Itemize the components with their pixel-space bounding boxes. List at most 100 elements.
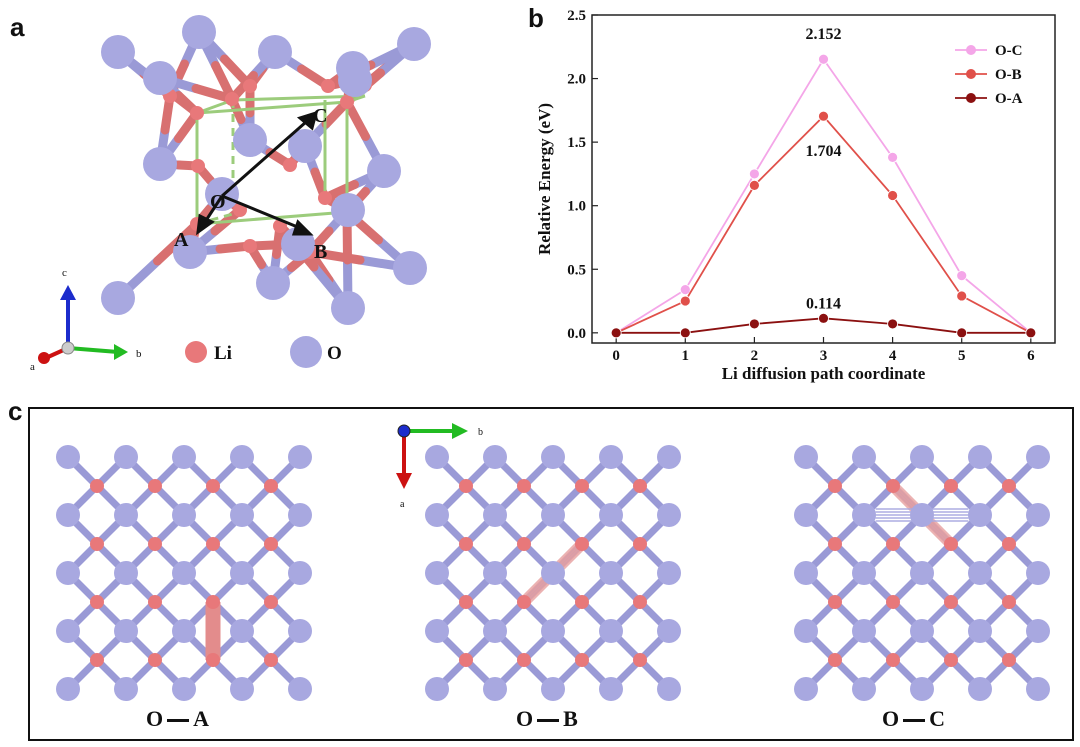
x-axis-ticks: 0 1 2 3 4 5 6 xyxy=(612,337,1035,364)
data-label: 0.114 xyxy=(806,295,841,312)
lattice-o-atom xyxy=(968,445,992,469)
lattice-o-atom xyxy=(657,619,681,643)
lattice-o-atom xyxy=(56,561,80,585)
y-tick-label: 2.0 xyxy=(567,72,586,88)
li-legend-label: Li xyxy=(214,343,232,364)
li-atom xyxy=(243,239,257,253)
lattice-o-atom xyxy=(599,619,623,643)
lattice-o-atom xyxy=(794,503,818,527)
li-atom xyxy=(190,106,204,120)
lattice-o-atom xyxy=(968,619,992,643)
lattice-li-atom xyxy=(828,479,842,493)
lattice-o-atom xyxy=(852,677,876,701)
lattice-o-atom xyxy=(657,503,681,527)
y-tick-label: 1.5 xyxy=(567,135,586,151)
panel-c-frame xyxy=(28,407,1074,741)
lattice-o-atom xyxy=(172,503,196,527)
panel-b-label: b xyxy=(528,3,544,33)
point-a-label: A xyxy=(174,229,189,251)
lattice-li-atom xyxy=(575,595,589,609)
lattice-o-atom xyxy=(599,677,623,701)
x-tick-label: 6 xyxy=(1027,348,1035,364)
lattice-o-atom xyxy=(288,619,312,643)
a-axis-arrowhead xyxy=(396,473,412,489)
data-point-o-b xyxy=(748,179,760,191)
element-legend: Li O xyxy=(185,336,342,368)
lattice-li-atom xyxy=(90,595,104,609)
lattice-li-atom xyxy=(1002,479,1016,493)
lattice-o-atom xyxy=(288,561,312,585)
lattice-o-atom xyxy=(794,561,818,585)
data-point-o-a xyxy=(679,327,691,339)
li-atom xyxy=(233,203,247,217)
panel-a-structure: O A B C c b a Li O xyxy=(30,15,431,373)
lattice-o-atom xyxy=(541,677,565,701)
o-atom xyxy=(288,129,322,163)
o-legend-swatch xyxy=(290,336,322,368)
lattice-o-atom xyxy=(172,619,196,643)
lattice-li-atom xyxy=(264,595,278,609)
li-atom xyxy=(321,79,335,93)
lattice-o-atom xyxy=(483,445,507,469)
lattice-li-atom xyxy=(633,537,647,551)
lattice-li-atom xyxy=(148,479,162,493)
axis-b-label: b xyxy=(136,348,142,360)
li-atom xyxy=(318,191,332,205)
li-legend-swatch xyxy=(185,341,207,363)
lattice-o-atom xyxy=(968,561,992,585)
y-tick-label: 2.5 xyxy=(567,8,586,24)
lattice-o-atom xyxy=(230,561,254,585)
lattice-o-atom xyxy=(114,677,138,701)
lattice-li-atom xyxy=(1002,653,1016,667)
lattice-o-atom xyxy=(114,561,138,585)
a-axis-arrowhead xyxy=(38,352,50,364)
arrow-o-c-head xyxy=(296,110,319,131)
x-tick-label: 3 xyxy=(820,348,828,364)
lattice-o-atom xyxy=(968,503,992,527)
axis-b-label-c: b xyxy=(478,427,483,438)
lattice-li-atom xyxy=(886,653,900,667)
lattice-o-atom xyxy=(230,677,254,701)
axis-a-label: a xyxy=(30,361,35,373)
lattice-li-atom xyxy=(944,653,958,667)
lattice-li-atom xyxy=(148,653,162,667)
y-tick-label: 1.0 xyxy=(567,199,586,215)
data-point-o-a xyxy=(818,312,829,324)
lattice-li-atom xyxy=(459,653,473,667)
data-point-o-c xyxy=(887,151,899,163)
o-atom xyxy=(143,61,177,95)
lattice-li-atom xyxy=(944,479,958,493)
o-atom xyxy=(397,27,431,61)
lattice-o-atom xyxy=(657,677,681,701)
lattice-li-atom xyxy=(1002,537,1016,551)
o-atom xyxy=(205,177,239,211)
lattice-o-atom xyxy=(172,445,196,469)
y-tick-label: 0.0 xyxy=(567,326,586,342)
lattice-o-atom xyxy=(425,677,449,701)
data-point-o-b xyxy=(818,110,829,122)
panel-c-label: c xyxy=(8,396,23,426)
lattice-li-atom xyxy=(459,537,473,551)
lattice-o-b xyxy=(425,445,681,701)
o-atom xyxy=(182,15,216,49)
o-atom xyxy=(233,123,267,157)
o-atom xyxy=(393,251,427,285)
lattice-o-atom xyxy=(968,677,992,701)
diffusion-arrows xyxy=(196,110,319,236)
lattice-o-atom xyxy=(288,445,312,469)
legend-marker xyxy=(966,93,976,103)
data-point-o-c xyxy=(679,284,691,296)
lattice-o-atom xyxy=(56,677,80,701)
data-point-o-a xyxy=(1025,327,1037,339)
lattice-o-atom xyxy=(56,503,80,527)
li-half-bond xyxy=(305,247,365,265)
data-point-o-c xyxy=(748,168,760,180)
lattice-o-atom xyxy=(1026,561,1050,585)
lattice-o-atom xyxy=(599,445,623,469)
data-point-o-a xyxy=(610,327,622,339)
li-atom xyxy=(243,79,257,93)
data-point-o-b xyxy=(956,290,968,302)
arrow-o-a-head xyxy=(196,213,215,236)
y-axis-title: Relative Energy (eV) xyxy=(535,103,554,255)
